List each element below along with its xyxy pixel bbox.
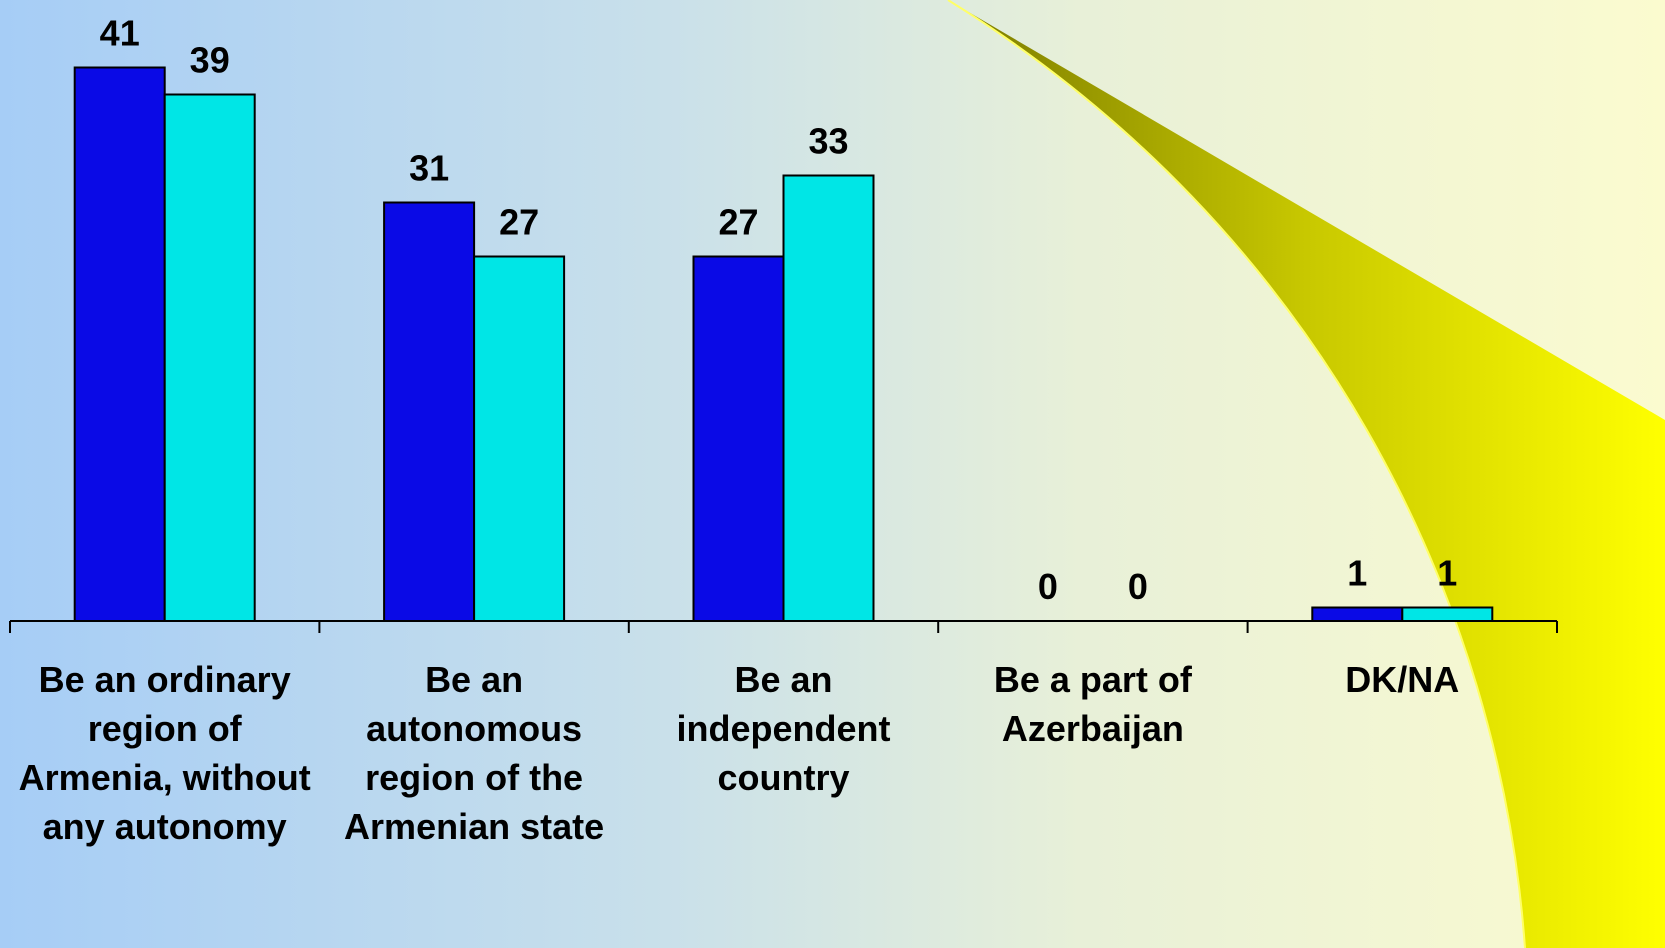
x-tick-label: Be a part of Azerbaijan: [993, 659, 1192, 749]
data-label: 33: [808, 121, 848, 162]
bar: [782, 174, 875, 622]
x-tick-label: Be an autonomous region of the Armenian …: [344, 659, 605, 847]
bar: [73, 66, 166, 622]
data-label: 27: [499, 202, 539, 243]
data-label: 0: [1128, 566, 1148, 607]
decor-edge: [947, 0, 1526, 948]
data-label: 41: [100, 13, 140, 54]
data-label: 1: [1347, 553, 1367, 594]
bar: [1401, 606, 1494, 622]
x-tick-label: Be an independent country: [676, 659, 891, 798]
x-tick-label: DK/NA: [1345, 659, 1460, 700]
bar: [473, 255, 566, 622]
data-label: 31: [409, 148, 449, 189]
data-label: 27: [718, 202, 758, 243]
bar: [383, 201, 476, 622]
x-tick-label: Be an ordinary region of Armenia, withou…: [18, 659, 311, 847]
data-label: 1: [1437, 553, 1457, 594]
data-label: 39: [190, 40, 230, 81]
decor-swoosh: [948, 0, 1665, 948]
bar: [1311, 606, 1404, 622]
bar: [163, 93, 256, 622]
data-label: 0: [1038, 566, 1058, 607]
bar: [692, 255, 785, 622]
